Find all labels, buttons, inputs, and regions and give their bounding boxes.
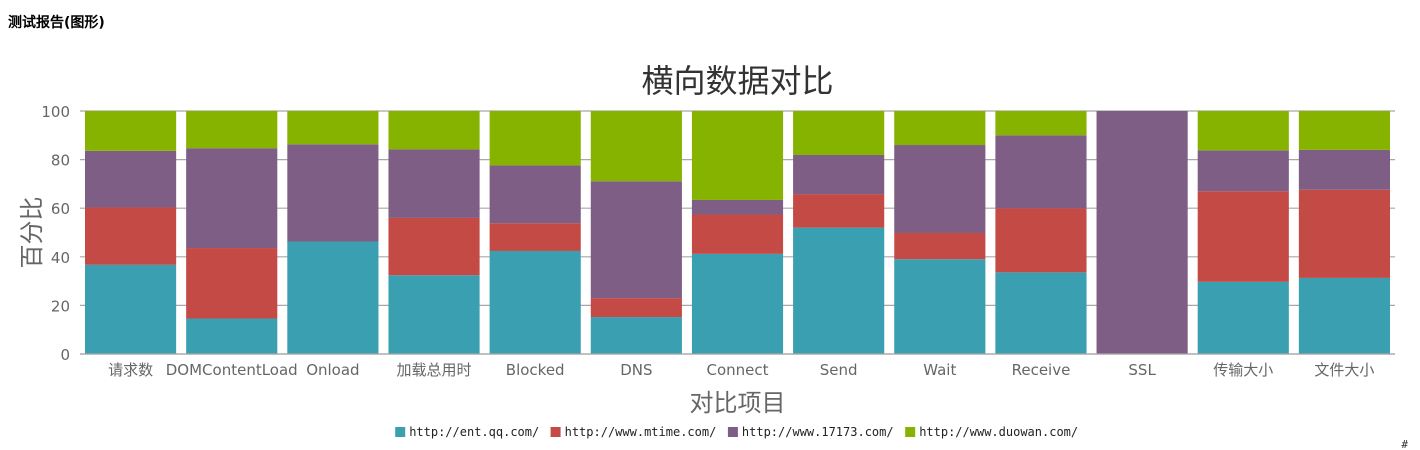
bar-4-series-0	[489, 250, 581, 354]
x-tick-label-2: Onload	[306, 361, 359, 379]
bar-0-series-1	[85, 207, 177, 265]
bar-12-series-2	[1298, 149, 1390, 190]
bar-6-series-2	[691, 199, 784, 215]
bar-12-series-0	[1298, 277, 1390, 354]
bar-0-series-0	[85, 264, 177, 354]
bar-6-series-0	[691, 253, 784, 354]
y-tick-label-40: 40	[51, 249, 70, 267]
bar-0-series-3	[85, 111, 177, 151]
bar-5-series-1	[590, 298, 682, 318]
x-tick-label-4: Blocked	[506, 361, 565, 379]
bar-11-series-1	[1197, 191, 1289, 282]
legend-swatch-1	[550, 427, 561, 437]
bar-1-series-2	[186, 148, 278, 249]
bar-10-series-2	[1096, 111, 1188, 354]
bar-4-series-3	[489, 111, 581, 166]
bar-9-series-1	[995, 208, 1087, 273]
y-tick-label-100: 100	[41, 103, 70, 121]
x-tick-label-12: 文件大小	[1314, 361, 1374, 379]
x-tick-label-11: 传输大小	[1213, 361, 1273, 379]
bar-5-series-3	[590, 111, 682, 182]
bar-7-series-2	[793, 154, 885, 195]
legend-label-3: http://www.duowan.com/	[919, 425, 1078, 439]
bar-2-series-3	[287, 111, 379, 145]
bar-6-series-1	[691, 214, 784, 254]
legend-swatch-3	[905, 427, 916, 437]
bar-2-series-2	[287, 144, 379, 242]
bar-0-series-2	[85, 150, 177, 208]
legend-label-1: http://www.mtime.com/	[565, 425, 717, 439]
x-tick-label-7: Send	[820, 361, 858, 379]
x-axis-label: 对比项目	[690, 389, 786, 417]
x-tick-label-9: Receive	[1012, 361, 1071, 379]
y-axis-label: 百分比	[18, 197, 46, 269]
bar-5-series-2	[590, 181, 682, 299]
bar-8-series-1	[894, 232, 986, 260]
legend-label-0: http://ent.qq.com/	[409, 425, 539, 439]
chart-title: 横向数据对比	[641, 62, 833, 100]
x-tick-label-8: Wait	[923, 361, 956, 379]
legend-swatch-0	[395, 427, 406, 437]
bar-8-series-2	[894, 145, 986, 233]
bar-7-series-1	[793, 194, 885, 228]
bar-9-series-0	[995, 272, 1087, 354]
x-tick-label-0: 请求数	[108, 361, 153, 379]
y-tick-label-20: 20	[51, 297, 70, 315]
bar-9-series-3	[995, 111, 1087, 136]
bar-4-series-2	[489, 165, 581, 224]
bar-5-series-0	[590, 317, 682, 354]
bar-2-series-0	[287, 241, 379, 354]
bar-6-series-3	[691, 111, 784, 200]
bar-12-series-3	[1298, 111, 1390, 150]
bar-8-series-0	[894, 259, 986, 354]
legend-label-2: http://www.17173.com/	[742, 425, 894, 439]
bar-12-series-1	[1298, 189, 1390, 278]
bar-3-series-3	[388, 111, 480, 150]
bar-1-series-3	[186, 111, 278, 149]
bar-11-series-0	[1197, 281, 1289, 354]
bar-3-series-2	[388, 149, 480, 218]
legend-swatch-2	[727, 427, 738, 437]
bar-11-series-2	[1197, 150, 1289, 192]
bar-1-series-1	[186, 248, 278, 319]
footer-anchor-link[interactable]: #	[1401, 438, 1408, 450]
x-tick-label-1: DOMContentLoad	[166, 361, 298, 379]
report-title: 测试报告(图形)	[8, 15, 105, 31]
bar-3-series-1	[388, 217, 480, 276]
bar-7-series-0	[793, 227, 885, 354]
bar-9-series-2	[995, 135, 1087, 209]
x-tick-label-3: 加载总用时	[397, 361, 472, 379]
bar-3-series-0	[388, 275, 480, 354]
bar-4-series-1	[489, 223, 581, 251]
bar-11-series-3	[1197, 111, 1289, 151]
y-tick-label-0: 0	[60, 346, 70, 364]
x-tick-label-5: DNS	[620, 361, 652, 379]
y-tick-label-60: 60	[51, 200, 70, 218]
bar-1-series-0	[186, 318, 278, 354]
x-tick-label-10: SSL	[1128, 361, 1156, 379]
bar-8-series-3	[894, 111, 986, 146]
y-tick-label-80: 80	[51, 152, 70, 170]
bar-7-series-3	[793, 111, 885, 155]
x-tick-label-6: Connect	[706, 361, 768, 379]
